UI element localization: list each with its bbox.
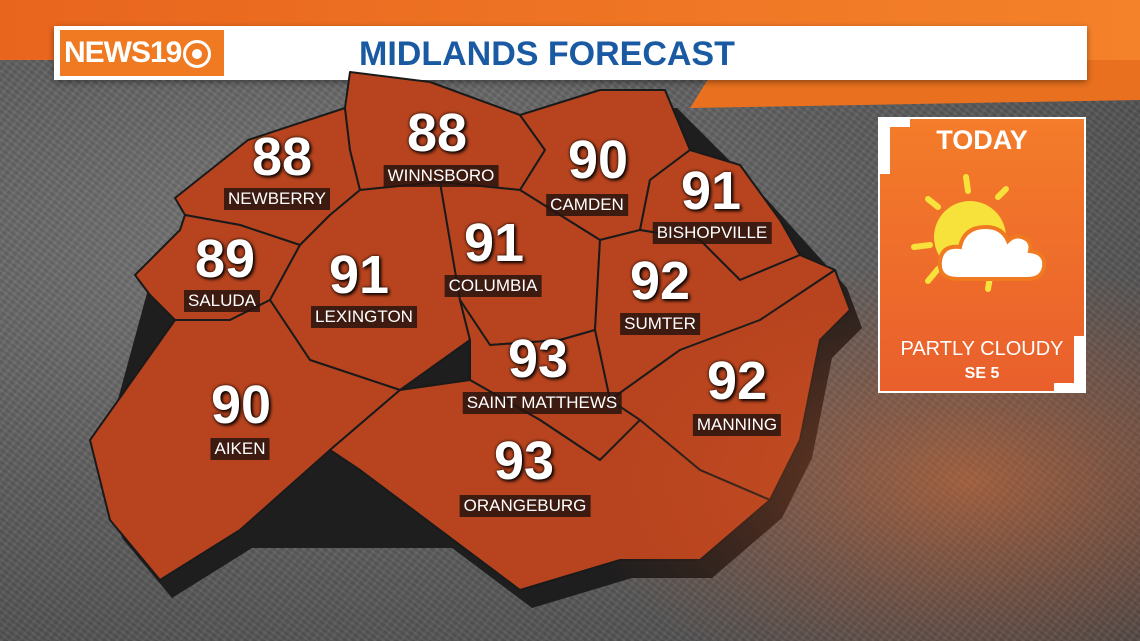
temperature: 91	[328, 245, 390, 305]
temperature: 88	[406, 103, 468, 163]
city-label: SAINT MATTHEWS	[462, 392, 622, 414]
temperature: 93	[507, 329, 569, 389]
city-label: COLUMBIA	[444, 275, 542, 297]
city-label: CAMDEN	[546, 194, 628, 216]
temperature: 90	[210, 375, 272, 435]
temperature: 89	[194, 229, 256, 289]
city-label: ORANGEBURG	[459, 495, 591, 517]
partly-cloudy-icon	[911, 174, 1047, 292]
city-label: SUMTER	[620, 313, 700, 335]
city-label: WINNSBORO	[383, 165, 499, 187]
city-label: AIKEN	[210, 438, 270, 460]
temperature: 93	[493, 431, 555, 491]
city-label: NEWBERRY	[224, 188, 330, 210]
today-forecast-panel: TODAY PARTLY CLOUDY SE 5	[878, 117, 1086, 393]
city-label: MANNING	[692, 414, 782, 436]
wind-text: SE 5	[964, 365, 1000, 382]
temperature: 91	[463, 213, 525, 273]
temperature: 90	[567, 130, 629, 190]
temperature: 92	[629, 251, 691, 311]
today-label: TODAY	[936, 125, 1028, 155]
temperature: 92	[706, 351, 768, 411]
city-label: LEXINGTON	[311, 306, 417, 328]
temperature: 88	[251, 127, 313, 187]
temperature: 91	[680, 161, 742, 221]
condition-text: PARTLY CLOUDY	[900, 338, 1064, 360]
city-label: BISHOPVILLE	[652, 222, 772, 244]
city-label: SALUDA	[183, 290, 261, 312]
